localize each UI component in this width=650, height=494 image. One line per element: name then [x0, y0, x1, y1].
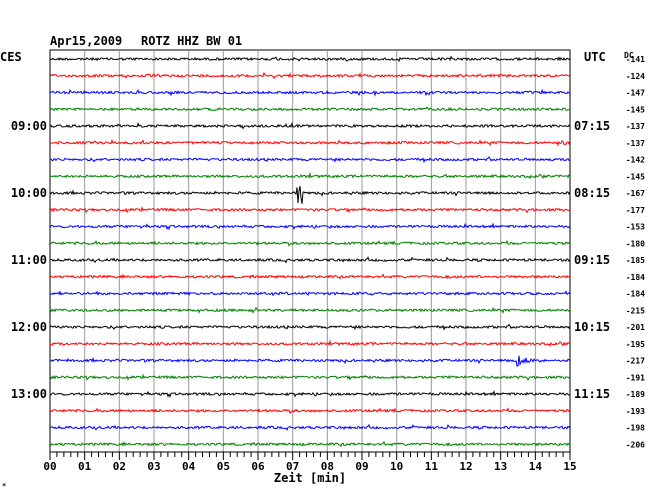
dc-offset-label: -153	[626, 223, 645, 232]
left-time-label: 10:00	[11, 186, 47, 200]
dc-offset-label: -137	[626, 139, 645, 148]
dc-offset-label: -195	[626, 340, 645, 349]
x-tick-label: 08	[321, 460, 334, 473]
dc-offset-label: -180	[626, 239, 645, 248]
dc-offset-labels: -141 -124 -147 -145 -137 -137 -142 -145 -167 -177…	[626, 55, 645, 449]
right-timezone-label: UTC	[584, 50, 606, 64]
x-tick-label: 00	[43, 460, 56, 473]
corner-mark: *	[2, 482, 6, 490]
trace-17	[49, 339, 571, 347]
trace-16	[49, 323, 571, 331]
x-axis-title: Zeit [min]	[274, 471, 346, 485]
trace-9	[49, 205, 571, 214]
trace-14	[49, 290, 571, 297]
dc-offset-label: -189	[626, 390, 645, 399]
left-time-label: 12:00	[11, 320, 47, 334]
dc-offset-label: -142	[626, 156, 645, 165]
dc-offset-label: -184	[626, 290, 645, 299]
x-tick-label: 11	[425, 460, 439, 473]
trace-5	[49, 138, 571, 147]
plot-frame	[49, 49, 571, 453]
x-tick-label: 02	[113, 460, 126, 473]
trace-15	[49, 306, 571, 314]
right-time-label: 11:15	[574, 387, 610, 401]
trace-10	[49, 222, 571, 231]
right-time-label: 07:15	[574, 119, 610, 133]
left-timezone-label: CES	[0, 50, 22, 64]
trace-3	[49, 106, 570, 112]
dc-offset-label: -215	[626, 306, 645, 315]
x-tick-label: 14	[529, 460, 543, 473]
trace-0	[49, 55, 571, 63]
dc-offset-label: -137	[626, 122, 645, 131]
trace-8	[49, 185, 571, 204]
x-tick-label: 10	[390, 460, 403, 473]
trace-23	[49, 440, 571, 448]
dc-offset-label: -185	[626, 256, 645, 265]
x-tick-label: 13	[494, 460, 507, 473]
right-time-label: 10:15	[574, 320, 610, 334]
chart-station: ROTZ HHZ BW 01	[141, 34, 242, 48]
dc-offset-label: -191	[626, 373, 645, 382]
x-tick-label: 12	[459, 460, 472, 473]
seismic-traces	[49, 55, 571, 448]
x-tick-label: 01	[78, 460, 92, 473]
x-axis: 00 01 02 03 04 05 06 07 08 09 10 11 12 13 14 15	[43, 451, 577, 473]
trace-2	[49, 88, 571, 97]
chart-date: Apr15,2009	[50, 34, 122, 48]
dc-offset-label: -141	[626, 55, 645, 64]
trace-21	[49, 407, 571, 415]
minute-gridlines	[84, 50, 536, 452]
left-time-label: 11:00	[11, 253, 47, 267]
dc-offset-label: -145	[626, 172, 645, 181]
dc-offset-label: -167	[626, 189, 645, 198]
left-time-labels: 09:00 10:00 11:00 12:00 13:00	[11, 119, 47, 401]
left-time-label: 13:00	[11, 387, 47, 401]
x-tick-label: 03	[147, 460, 160, 473]
trace-22	[49, 423, 571, 432]
x-tick-label: 04	[182, 460, 196, 473]
right-time-labels: 07:15 08:15 09:15 10:15 11:15	[574, 119, 610, 401]
trace-4	[49, 121, 571, 130]
trace-11	[50, 239, 571, 247]
dc-offset-label: -145	[626, 105, 645, 114]
dc-offset-label: -193	[626, 407, 645, 416]
trace-1	[49, 71, 571, 80]
dc-offset-label: -124	[626, 72, 645, 81]
dc-offset-header: DC	[624, 51, 634, 60]
dc-offset-label: -217	[626, 357, 645, 366]
trace-13	[49, 273, 571, 280]
x-tick-label: 05	[217, 460, 230, 473]
trace-18	[50, 355, 571, 367]
left-time-label: 09:00	[11, 119, 47, 133]
dc-offset-label: -147	[626, 89, 645, 98]
x-tick-label: 09	[355, 460, 368, 473]
x-tick-label: 15	[563, 460, 576, 473]
right-time-label: 08:15	[574, 186, 610, 200]
x-tick-label: 06	[251, 460, 265, 473]
trace-19	[49, 373, 571, 381]
trace-7	[49, 171, 571, 180]
dc-offset-label: -184	[626, 273, 645, 282]
trace-12	[49, 256, 571, 264]
trace-20	[49, 389, 571, 398]
dc-offset-label: -198	[626, 424, 645, 433]
dc-offset-label: -206	[626, 440, 645, 449]
x-tick-label: 07	[286, 460, 299, 473]
right-time-label: 09:15	[574, 253, 610, 267]
dc-offset-label: -177	[626, 206, 645, 215]
trace-6	[49, 156, 571, 164]
dc-offset-label: -201	[626, 323, 645, 332]
